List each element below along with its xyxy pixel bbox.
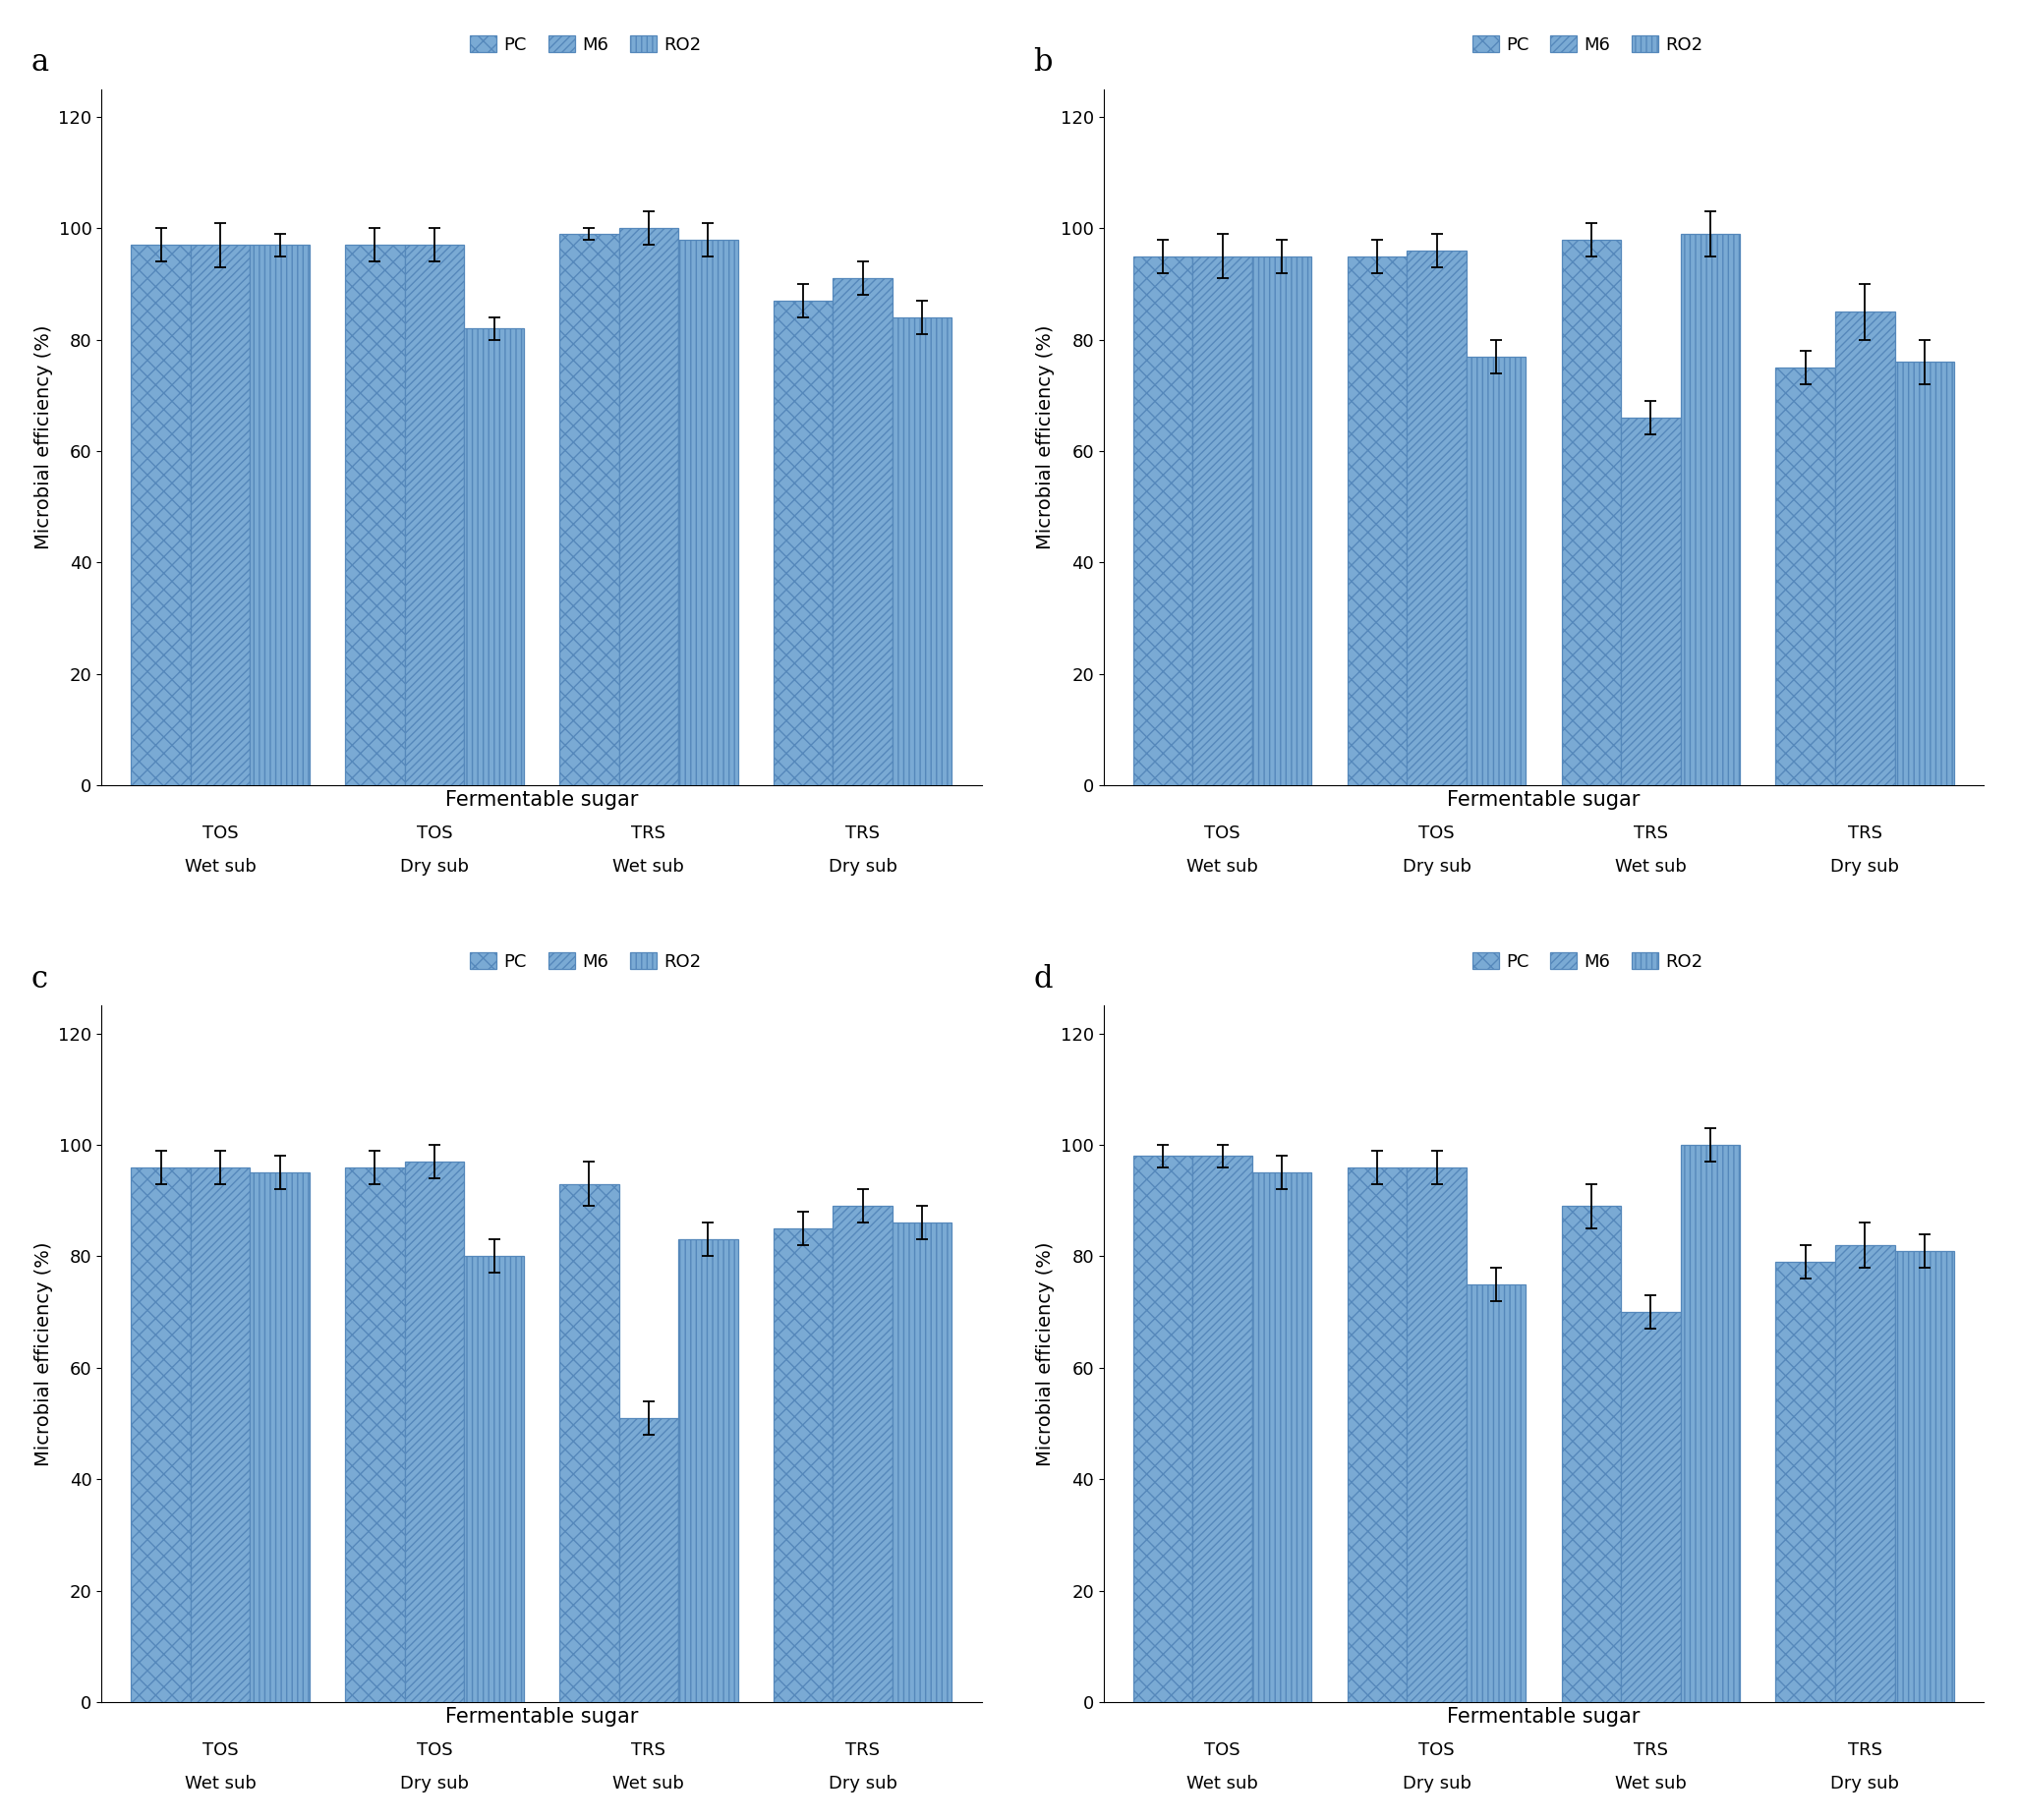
- Text: Dry sub: Dry sub: [400, 857, 468, 875]
- Bar: [1834, 1245, 1895, 1702]
- Bar: [250, 1172, 309, 1702]
- Text: TOS: TOS: [1205, 1742, 1241, 1758]
- Bar: [1193, 1156, 1253, 1702]
- Bar: [464, 1256, 525, 1702]
- Bar: [1681, 1145, 1740, 1702]
- Text: TRS: TRS: [632, 1742, 666, 1758]
- Bar: [559, 1185, 620, 1702]
- Bar: [833, 278, 892, 784]
- X-axis label: Fermentable sugar: Fermentable sugar: [1447, 1707, 1641, 1727]
- X-axis label: Fermentable sugar: Fermentable sugar: [446, 1707, 638, 1727]
- Bar: [464, 328, 525, 784]
- Text: TRS: TRS: [1848, 824, 1883, 843]
- Text: Dry sub: Dry sub: [1830, 857, 1899, 875]
- Bar: [190, 1167, 250, 1702]
- Text: TOS: TOS: [416, 1742, 452, 1758]
- Text: TOS: TOS: [202, 824, 238, 843]
- Text: Wet sub: Wet sub: [184, 857, 256, 875]
- Legend: PC, M6, RO2: PC, M6, RO2: [1465, 945, 1709, 977]
- Bar: [345, 246, 406, 784]
- Text: TRS: TRS: [1633, 1742, 1669, 1758]
- Bar: [1407, 251, 1467, 784]
- Text: Wet sub: Wet sub: [1187, 1774, 1259, 1793]
- Text: TRS: TRS: [1633, 824, 1669, 843]
- Y-axis label: Microbial efficiency (%): Microbial efficiency (%): [1037, 324, 1055, 550]
- Text: TOS: TOS: [1419, 824, 1455, 843]
- Text: Dry sub: Dry sub: [827, 857, 898, 875]
- Text: TOS: TOS: [1419, 1742, 1455, 1758]
- Text: Wet sub: Wet sub: [613, 1774, 684, 1793]
- Bar: [406, 246, 464, 784]
- Text: TRS: TRS: [846, 1742, 880, 1758]
- Text: c: c: [30, 965, 48, 994]
- Bar: [892, 1223, 952, 1702]
- Bar: [1562, 238, 1620, 784]
- Bar: [1467, 357, 1526, 784]
- Text: Wet sub: Wet sub: [613, 857, 684, 875]
- Text: Wet sub: Wet sub: [184, 1774, 256, 1793]
- Bar: [1620, 1312, 1681, 1702]
- Text: Wet sub: Wet sub: [1614, 1774, 1687, 1793]
- Bar: [1562, 1207, 1620, 1702]
- Text: TRS: TRS: [846, 824, 880, 843]
- Text: Dry sub: Dry sub: [1403, 857, 1471, 875]
- Text: Dry sub: Dry sub: [400, 1774, 468, 1793]
- Y-axis label: Microbial efficiency (%): Microbial efficiency (%): [34, 1241, 52, 1467]
- Bar: [620, 228, 678, 784]
- Bar: [1467, 1285, 1526, 1702]
- Bar: [131, 246, 190, 784]
- Text: TOS: TOS: [202, 1742, 238, 1758]
- Text: a: a: [30, 47, 48, 78]
- Bar: [1620, 417, 1681, 784]
- Bar: [1776, 368, 1834, 784]
- Bar: [1895, 1250, 1953, 1702]
- Bar: [773, 300, 833, 784]
- Bar: [620, 1418, 678, 1702]
- Text: TOS: TOS: [1205, 824, 1241, 843]
- Text: TOS: TOS: [416, 824, 452, 843]
- Text: Dry sub: Dry sub: [827, 1774, 898, 1793]
- X-axis label: Fermentable sugar: Fermentable sugar: [446, 790, 638, 810]
- Text: d: d: [1033, 965, 1051, 994]
- Bar: [678, 1239, 739, 1702]
- Text: Dry sub: Dry sub: [1830, 1774, 1899, 1793]
- Legend: PC, M6, RO2: PC, M6, RO2: [464, 27, 708, 60]
- Bar: [1681, 233, 1740, 784]
- X-axis label: Fermentable sugar: Fermentable sugar: [1447, 790, 1641, 810]
- Text: TRS: TRS: [632, 824, 666, 843]
- Bar: [892, 317, 952, 784]
- Bar: [1834, 311, 1895, 784]
- Bar: [250, 246, 309, 784]
- Bar: [559, 233, 620, 784]
- Legend: PC, M6, RO2: PC, M6, RO2: [1465, 27, 1709, 60]
- Bar: [1348, 1167, 1407, 1702]
- Bar: [131, 1167, 190, 1702]
- Bar: [1193, 257, 1253, 784]
- Bar: [1134, 1156, 1193, 1702]
- Bar: [678, 238, 739, 784]
- Y-axis label: Microbial efficiency (%): Microbial efficiency (%): [1037, 1241, 1055, 1467]
- Text: TRS: TRS: [1848, 1742, 1883, 1758]
- Bar: [1253, 257, 1312, 784]
- Text: Dry sub: Dry sub: [1403, 1774, 1471, 1793]
- Text: Wet sub: Wet sub: [1187, 857, 1259, 875]
- Bar: [345, 1167, 406, 1702]
- Bar: [833, 1207, 892, 1702]
- Y-axis label: Microbial efficiency (%): Microbial efficiency (%): [34, 324, 52, 550]
- Legend: PC, M6, RO2: PC, M6, RO2: [464, 945, 708, 977]
- Bar: [1348, 257, 1407, 784]
- Bar: [1134, 257, 1193, 784]
- Bar: [190, 246, 250, 784]
- Bar: [1895, 362, 1953, 784]
- Bar: [1407, 1167, 1467, 1702]
- Text: b: b: [1033, 47, 1051, 78]
- Bar: [1253, 1172, 1312, 1702]
- Text: Wet sub: Wet sub: [1614, 857, 1687, 875]
- Bar: [1776, 1261, 1834, 1702]
- Bar: [773, 1229, 833, 1702]
- Bar: [406, 1161, 464, 1702]
